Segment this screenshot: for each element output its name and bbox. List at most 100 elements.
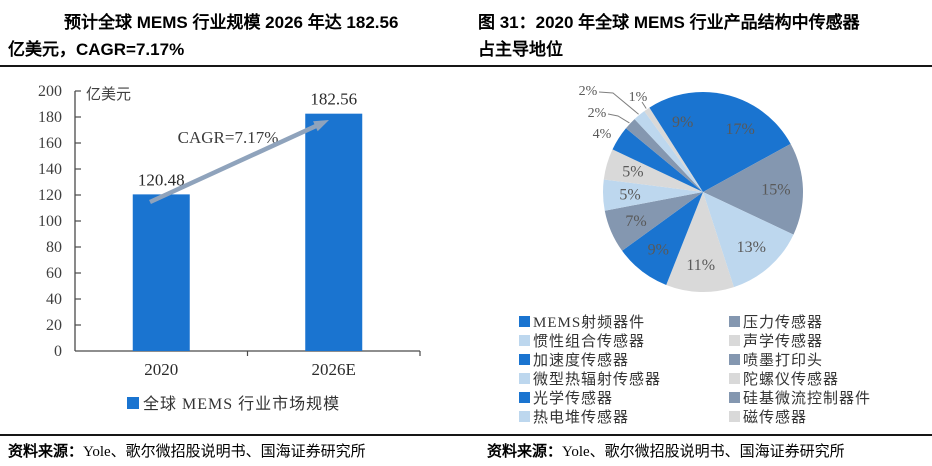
- pie-percent-label-outside: 2%: [588, 106, 607, 121]
- legend-swatch: [519, 316, 530, 327]
- pie-percent-label: 15%: [761, 182, 790, 199]
- legend-label: 压力传感器: [743, 315, 824, 331]
- legend-item: 硅基微流控制器件: [729, 388, 871, 407]
- pie-percent-label: 7%: [625, 213, 646, 230]
- legend-label: MEMS射频器件: [533, 315, 646, 331]
- pie-percent-label-outside: 2%: [579, 84, 598, 99]
- leader-line: [641, 101, 647, 109]
- pie-slice-微型热辐射传感器: [603, 179, 703, 211]
- pie-percent-label-outside: 1%: [629, 90, 648, 105]
- pie-percent-label: 9%: [672, 114, 693, 131]
- legend-label: 喷墨打印头: [743, 353, 824, 369]
- legend-swatch: [519, 335, 530, 346]
- pie-slice-unlabeled: [649, 92, 703, 192]
- pie-percent-label: 9%: [648, 242, 669, 259]
- legend-item: 微型热辐射传感器: [519, 369, 661, 388]
- source-note: 资料来源：Yole、歌尔微招股说明书、国海证券研究所: [487, 440, 845, 461]
- y-tick-label: 180: [38, 109, 62, 126]
- pie-slice-光学传感器: [612, 128, 703, 192]
- y-axis-unit-label: 亿美元: [86, 86, 131, 103]
- y-tick-label: 60: [46, 265, 62, 282]
- source-label: 资料来源：: [487, 444, 563, 460]
- legend-item: 惯性组合传感器: [519, 331, 661, 350]
- pie-percent-label: 17%: [725, 121, 754, 138]
- pie-slice-喷墨打印头: [604, 192, 703, 251]
- legend-swatch: [519, 392, 530, 403]
- y-tick-label: 40: [46, 291, 62, 308]
- cagr-arrow-line: [149, 123, 319, 205]
- legend-item: 喷墨打印头: [729, 350, 871, 369]
- legend-swatch: [729, 316, 740, 327]
- bar-legend-label: 全球 MEMS 行业市场规模: [143, 395, 340, 413]
- legend-item: 热电堆传感器: [519, 407, 661, 426]
- pie-percent-label: 5%: [622, 164, 643, 181]
- pie-legend: MEMS射频器件 惯性组合传感器 加速度传感器 微型热辐射传感器 光学传感器 热电堆传感器…: [466, 312, 932, 426]
- source-note: 资料来源：Yole、歌尔微招股说明书、国海证券研究所: [8, 440, 366, 461]
- right-figure-title-line1: 图 31：2020 年全球 MEMS 行业产品结构中传感器: [478, 13, 860, 32]
- source-divider: [0, 434, 466, 436]
- source-divider: [466, 434, 932, 436]
- bar-value-label: 120.48: [138, 170, 185, 189]
- pie-slice-MEMS射频器件: [703, 92, 791, 192]
- bar-legend-swatch: [127, 397, 139, 409]
- left-figure-title: 预计全球 MEMS 行业规模 2026 年达 182.56 亿美元，CAGR=7…: [0, 9, 462, 63]
- bar-chart: 亿美元 CAGR=7.17% 0 20 40 60 80 100 120 140 160 180 2…: [38, 83, 421, 413]
- legend-label: 声学传感器: [743, 334, 824, 350]
- bar-2026E: [305, 113, 363, 351]
- y-tick-label: 0: [54, 343, 62, 360]
- legend-label: 硅基微流控制器件: [743, 391, 872, 407]
- title-divider: [0, 65, 466, 67]
- pie-slice-磁传感器: [644, 107, 703, 192]
- legend-swatch: [729, 335, 740, 346]
- legend-swatch: [729, 411, 740, 422]
- legend-item: 磁传感器: [729, 407, 871, 426]
- y-tick-label: 140: [38, 161, 62, 178]
- legend-label: 微型热辐射传感器: [533, 372, 662, 388]
- pie-slice-惯性组合传感器: [703, 192, 794, 288]
- right-figure-title: 图 31：2020 年全球 MEMS 行业产品结构中传感器 占主导地位: [466, 9, 928, 63]
- legend-label: 热电堆传感器: [533, 410, 630, 426]
- y-tick-label: 120: [38, 187, 62, 204]
- pie-slice-热电堆传感器: [634, 111, 703, 192]
- pie-slice-陀螺仪传感器: [603, 149, 703, 192]
- y-tick-label: 100: [38, 213, 62, 230]
- legend-item: 陀螺仪传感器: [729, 369, 871, 388]
- pie-slice-声学传感器: [666, 192, 734, 292]
- legend-swatch: [729, 392, 740, 403]
- pie-slice-硅基微流控制器件: [625, 119, 703, 192]
- source-label: 资料来源：: [8, 444, 84, 460]
- y-tick-label: 200: [38, 83, 62, 100]
- legend-swatch: [729, 354, 740, 365]
- cagr-annotation: CAGR=7.17%: [178, 128, 279, 147]
- legend-swatch: [729, 373, 740, 384]
- y-tick-label: 160: [38, 135, 62, 152]
- pie-percent-label: 13%: [737, 239, 766, 256]
- bar-value-label: 182.56: [310, 90, 357, 109]
- left-figure-title-line1: 预计全球 MEMS 行业规模 2026 年达 182.56: [64, 13, 399, 32]
- cagr-arrow-head: [313, 120, 329, 132]
- legend-label: 陀螺仪传感器: [743, 372, 840, 388]
- pie-chart: 17%15%13%11%9%7%5%5%9%4%2%2% 1%: [579, 84, 803, 292]
- source-text: Yole、歌尔微招股说明书、国海证券研究所: [83, 444, 366, 460]
- legend-label: 磁传感器: [743, 410, 808, 426]
- legend-item: MEMS射频器件: [519, 312, 661, 331]
- pie-legend-column-left: MEMS射频器件 惯性组合传感器 加速度传感器 微型热辐射传感器 光学传感器 热电堆传感器: [519, 312, 661, 426]
- legend-item: 光学传感器: [519, 388, 661, 407]
- pie-percent-label-outside: 4%: [593, 127, 612, 142]
- legend-swatch: [519, 354, 530, 365]
- source-text: Yole、歌尔微招股说明书、国海证券研究所: [562, 444, 845, 460]
- bar-2020: [132, 194, 190, 351]
- pie-percent-label: 11%: [686, 257, 715, 274]
- legend-swatch: [519, 373, 530, 384]
- y-tick-label: 20: [46, 317, 62, 334]
- right-figure-title-line2: 占主导地位: [478, 40, 563, 59]
- pie-slice-压力传感器: [703, 143, 803, 235]
- legend-label: 惯性组合传感器: [533, 334, 646, 350]
- x-category-label: 2026E: [312, 360, 356, 379]
- pie-percent-label: 5%: [619, 186, 640, 203]
- title-divider: [466, 65, 932, 67]
- left-figure-title-line2: 亿美元，CAGR=7.17%: [8, 40, 185, 59]
- y-tick-label: 80: [46, 239, 62, 256]
- legend-item: 声学传感器: [729, 331, 871, 350]
